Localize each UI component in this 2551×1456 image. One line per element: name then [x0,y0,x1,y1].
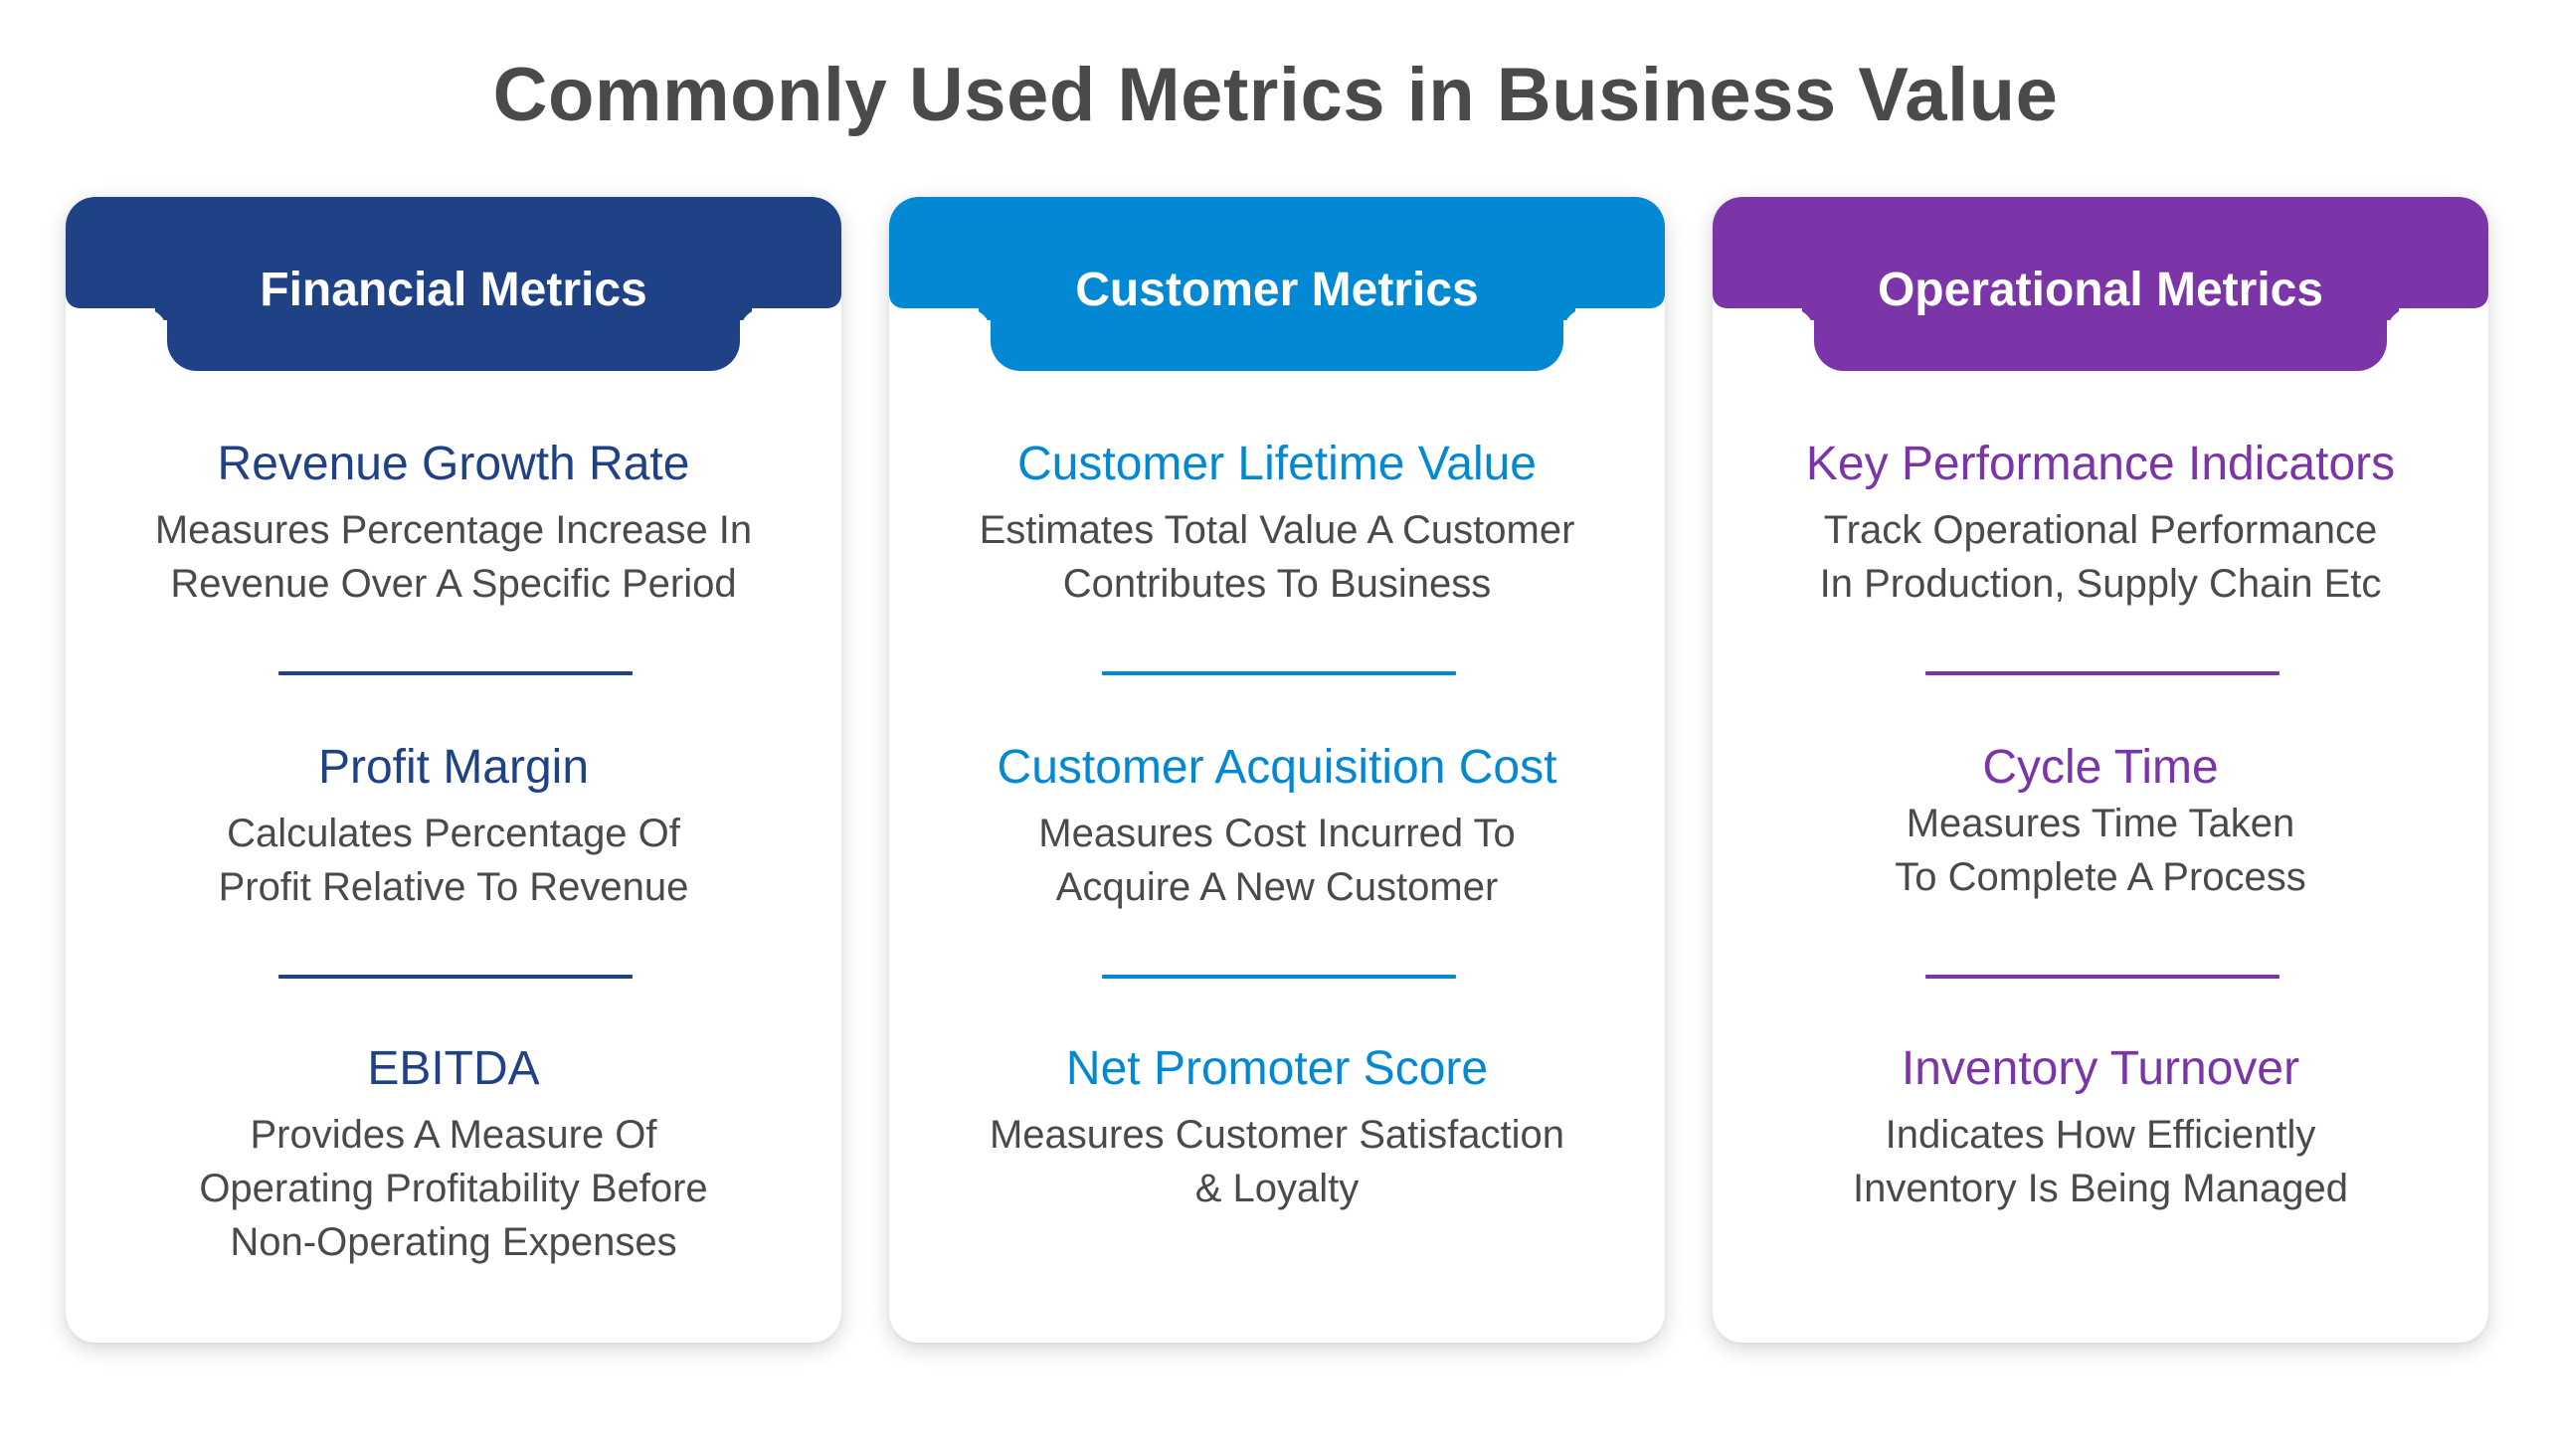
metric-name: Inventory Turnover [1901,1042,2300,1095]
metric-name: Revenue Growth Rate [217,438,690,490]
metric-description: Measures Percentage Increase In Revenue … [66,503,841,611]
description-line: Contributes To Business [1062,562,1492,606]
description-line: In Production, Supply Chain Etc [1819,562,2382,606]
description-line: Non-Operating Expenses [230,1220,677,1264]
divider [1925,671,2279,675]
description-line: Revenue Over A Specific Period [170,562,737,606]
metric-item: Customer Lifetime Value Estimates Total … [889,436,1665,611]
operational-metrics-card: Operational Metrics Key Performance Indi… [1713,197,2488,1343]
metric-item: Net Promoter Score Measures Customer Sat… [889,1040,1665,1215]
card-header-band [1713,197,2488,308]
metric-name: Key Performance Indicators [1805,438,2396,490]
description-line: Profit Relative To Revenue [218,865,689,909]
metric-item: Inventory Turnover Indicates How Efficie… [1713,1040,2488,1215]
metric-name: Net Promoter Score [1065,1042,1489,1095]
metric-description: Provides A Measure Of Operating Profitab… [66,1108,841,1269]
metric-description: Calculates Percentage Of Profit Relative… [66,807,841,914]
divider [1102,975,1456,979]
description-line: Measures Cost Incurred To [1038,812,1516,855]
divider [278,671,633,675]
metric-name: Cycle Time [1982,741,2219,794]
metric-name: EBITDA [367,1042,540,1095]
metric-description: Indicates How Efficiently Inventory Is B… [1713,1108,2488,1215]
divider [1102,671,1456,675]
metric-name: Profit Margin [317,741,590,794]
description-line: Track Operational Performance [1823,508,2378,552]
card-header-band [66,197,841,308]
description-line: Acquire A New Customer [1055,865,1499,909]
metric-description: Estimates Total Value A Customer Contrib… [889,503,1665,611]
metric-name: Customer Lifetime Value [1017,438,1537,490]
description-line: & Loyalty [1194,1167,1360,1210]
customer-metrics-card: Customer Metrics Customer Lifetime Value… [889,197,1665,1343]
card-header-tab [1814,296,2387,371]
divider [1925,975,2279,979]
metric-item: Customer Acquisition Cost Measures Cost … [889,739,1665,914]
description-line: Measures Percentage Increase In [154,508,753,552]
description-line: To Complete A Process [1895,855,2306,899]
divider [278,975,633,979]
metric-description: Measures Cost Incurred To Acquire A New … [889,807,1665,914]
metric-description: Measures Time Taken To Complete A Proces… [1713,797,2488,904]
metric-description: Track Operational Performance In Product… [1713,503,2488,611]
card-header-band [889,197,1665,308]
description-line: Operating Profitability Before [199,1167,708,1210]
metric-item: Cycle Time Measures Time Taken To Comple… [1713,739,2488,904]
metric-item: EBITDA Provides A Measure Of Operating P… [66,1040,841,1269]
description-line: Inventory Is Being Managed [1852,1167,2349,1210]
description-line: Measures Time Taken [1906,802,2295,845]
description-line: Indicates How Efficiently [1885,1113,2316,1157]
card-header-tab [167,296,740,371]
description-line: Measures Customer Satisfaction [989,1113,1564,1157]
metric-name: Customer Acquisition Cost [997,741,1557,794]
metric-item: Profit Margin Calculates Percentage Of P… [66,739,841,914]
metric-item: Revenue Growth Rate Measures Percentage … [66,436,841,611]
card-header-label: Customer Metrics [1075,264,1479,316]
metric-description: Measures Customer Satisfaction & Loyalty [889,1108,1665,1215]
description-line: Provides A Measure Of [250,1113,657,1157]
card-header-label: Operational Metrics [1877,264,2324,316]
card-header-label: Financial Metrics [260,264,647,316]
card-header-tab [991,296,1563,371]
financial-metrics-card: Financial Metrics Revenue Growth Rate Me… [66,197,841,1343]
page-title: Commonly Used Metrics in Business Value [492,53,2059,137]
description-line: Calculates Percentage Of [227,812,680,855]
description-line: Estimates Total Value A Customer [979,508,1575,552]
metric-item: Key Performance Indicators Track Operati… [1713,436,2488,611]
